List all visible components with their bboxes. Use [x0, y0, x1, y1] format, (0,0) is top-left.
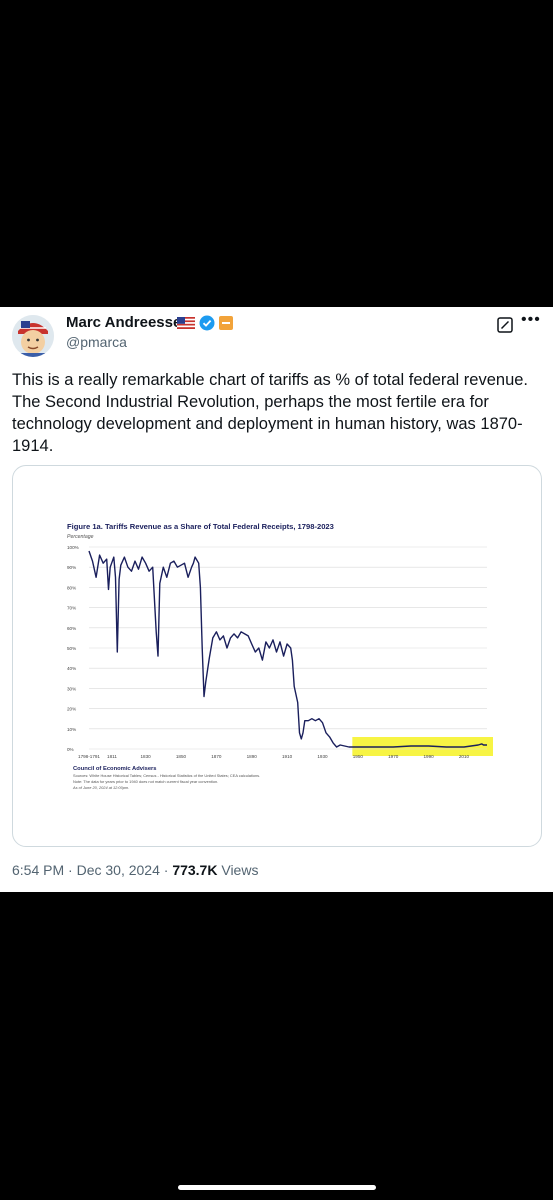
y-tick-label: 60% — [67, 626, 76, 631]
y-tick-label: 90% — [67, 565, 76, 570]
org-badge-icon[interactable] — [219, 316, 233, 330]
tariff-share-line — [88, 550, 487, 748]
author-badges — [177, 315, 233, 331]
tariff-chart: Figure 1a. Tariffs Revenue as a Share of… — [67, 522, 493, 790]
avatar[interactable] — [12, 315, 54, 357]
x-tick-label: 1950 — [353, 754, 364, 759]
tweet-meta: 6:54 PM · Dec 30, 2024 · 773.7K Views — [12, 862, 258, 878]
x-tick-label: 1830 — [140, 754, 151, 759]
y-tick-label: 50% — [67, 646, 76, 651]
source-note-line: Note: The data for years prior to 1940 d… — [73, 779, 218, 784]
tweet-card: Marc Andreessen @pmarca ••• This is a re… — [0, 307, 553, 892]
chart-title: Figure 1a. Tariffs Revenue as a Share of… — [67, 522, 334, 531]
source-title: Council of Economic Advisers — [73, 766, 157, 772]
x-tick-label: 1970 — [388, 754, 399, 759]
verified-icon[interactable] — [199, 315, 215, 331]
x-tick-label: 1798-1791 — [78, 754, 100, 759]
source-note-line: As of June 20, 2024 at 12:00pm. — [72, 785, 129, 790]
y-tick-label: 10% — [67, 727, 76, 732]
y-tick-label: 80% — [67, 585, 76, 590]
author-name[interactable]: Marc Andreessen — [66, 314, 191, 331]
y-tick-label: 100% — [67, 545, 79, 550]
y-axis-label: Percentage — [67, 534, 94, 540]
views-count: 773.7K — [172, 862, 218, 878]
y-tick-label: 0% — [67, 747, 74, 752]
x-tick-label: 1910 — [282, 754, 293, 759]
x-tick-label: 1811 — [107, 754, 117, 759]
more-options-icon[interactable]: ••• — [521, 311, 541, 328]
tweet-text: This is a really remarkable chart of tar… — [12, 371, 529, 455]
x-tick-label: 1930 — [317, 754, 328, 759]
x-tick-label: 1890 — [247, 754, 258, 759]
x-tick-label: 2010 — [459, 754, 470, 759]
x-tick-label: 1990 — [424, 754, 435, 759]
y-tick-label: 30% — [67, 686, 76, 691]
source-note-line: Sources: White House Historical Tables; … — [73, 773, 260, 778]
timestamp[interactable]: 6:54 PM · Dec 30, 2024 · — [12, 862, 173, 878]
y-tick-label: 40% — [67, 666, 76, 671]
x-tick-label: 1870 — [211, 754, 222, 759]
x-tick-label: 1850 — [176, 754, 187, 759]
tweet-media-chart[interactable]: Figure 1a. Tariffs Revenue as a Share of… — [12, 465, 542, 847]
handle[interactable]: @pmarca — [66, 334, 127, 350]
home-indicator[interactable] — [178, 1185, 376, 1190]
grok-icon[interactable] — [497, 317, 513, 333]
y-tick-label: 70% — [67, 606, 76, 611]
us-flag-icon — [177, 317, 195, 329]
views-label: Views — [221, 862, 259, 878]
y-tick-label: 20% — [67, 707, 76, 712]
